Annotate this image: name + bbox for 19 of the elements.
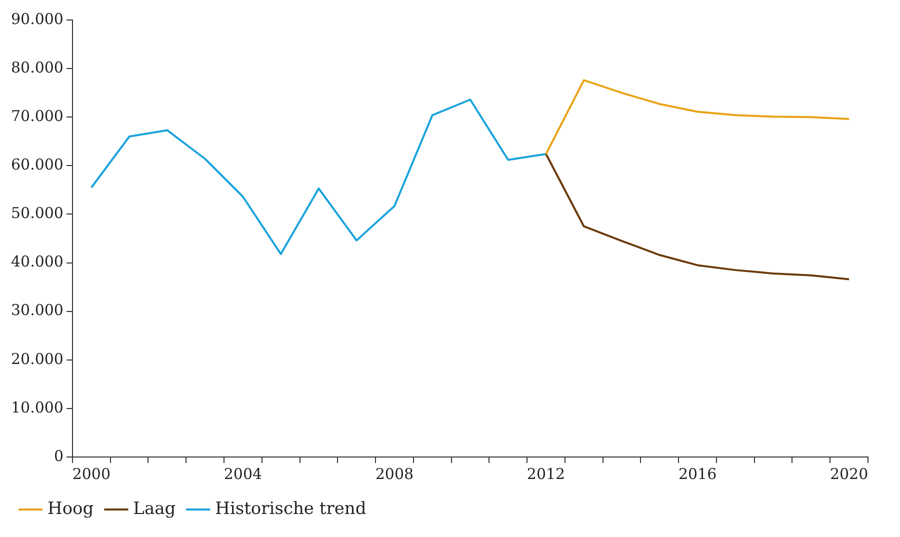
x-tick-label: 2000: [72, 464, 111, 483]
y-tick-label: 40.000: [10, 252, 64, 271]
y-tick-label: 10.000: [10, 398, 64, 416]
legend-label: Hoog: [48, 498, 94, 519]
y-tick-label: 80.000: [10, 58, 64, 76]
y-tick-label: 50.000: [10, 204, 64, 222]
y-tick-label: 60.000: [10, 156, 64, 174]
x-tick-label: 2016: [678, 464, 717, 483]
y-tick-label: 20.000: [10, 350, 64, 368]
legend-label: Laag: [133, 498, 176, 519]
y-tick-label: 90.000: [10, 10, 64, 28]
y-tick-label: 30.000: [10, 301, 64, 320]
y-tick-label: 0: [54, 446, 64, 465]
x-tick-label: 2008: [375, 464, 414, 483]
x-tick-label: 2004: [224, 464, 262, 483]
legend-label: Historische trend: [215, 498, 366, 519]
x-tick-label: 2020: [830, 464, 868, 483]
x-tick-label: 2012: [526, 464, 566, 483]
y-tick-label: 70.000: [10, 107, 64, 125]
